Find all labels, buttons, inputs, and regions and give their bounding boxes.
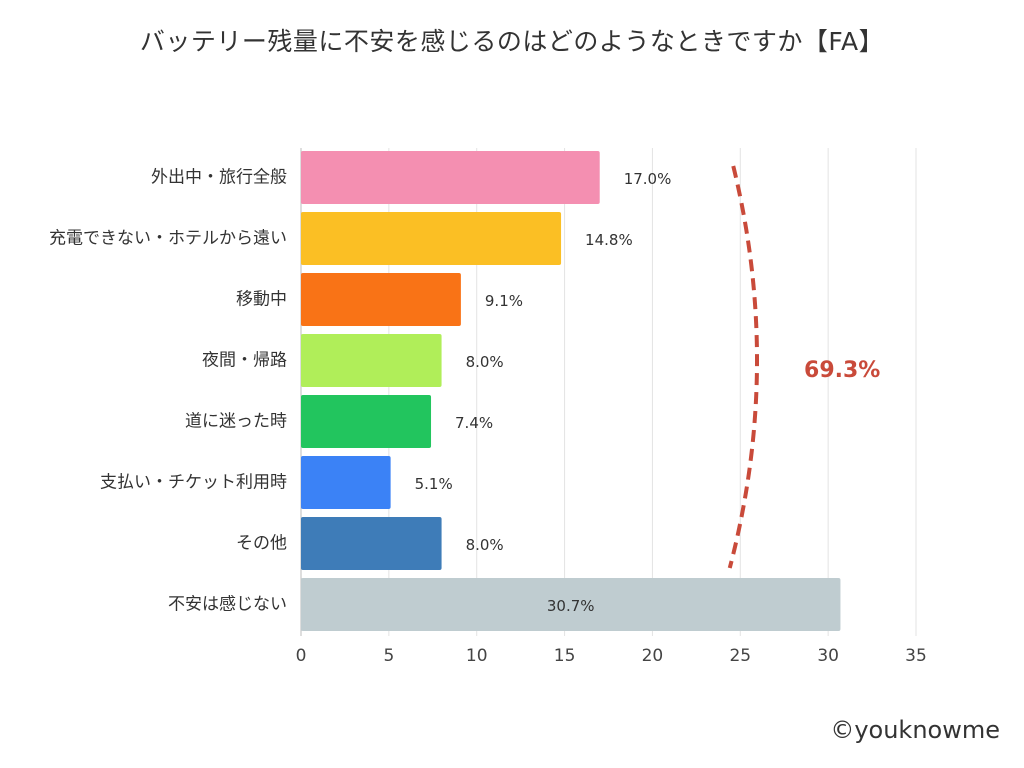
bar — [301, 334, 442, 387]
value-label: 7.4% — [455, 414, 493, 432]
category-label: 移動中 — [236, 290, 287, 310]
bar — [301, 212, 562, 265]
x-tick-label: 25 — [729, 646, 751, 666]
x-axis-ticks: 0 5 10 15 20 25 30 35 — [296, 646, 927, 666]
bar — [301, 395, 432, 448]
bars — [301, 151, 841, 631]
value-label: 8.0% — [466, 536, 504, 554]
value-label: 9.1% — [485, 292, 523, 310]
category-label: 外出中・旅行全般 — [151, 168, 287, 188]
value-label: 8.0% — [466, 353, 504, 371]
callout-bracket: 69.3% — [727, 165, 880, 569]
category-labels: 外出中・旅行全般充電できない・ホテルから遠い移動中夜間・帰路道に迷った時支払い・… — [49, 168, 287, 615]
bar — [301, 151, 600, 204]
chart-title: バッテリー残量に不安を感じるのはどのようなときですか【FA】 — [139, 27, 885, 56]
credit-text: ©youknowme — [830, 716, 1000, 744]
x-tick-label: 0 — [296, 646, 307, 666]
callout-bracket-line — [727, 165, 760, 569]
callout-label: 69.3% — [804, 358, 880, 383]
x-tick-label: 5 — [383, 646, 394, 666]
x-tick-label: 35 — [905, 646, 927, 666]
category-label: 支払い・チケット利用時 — [100, 473, 287, 493]
bar — [301, 273, 461, 326]
category-label: 充電できない・ホテルから遠い — [49, 229, 287, 249]
value-label: 30.7% — [547, 597, 595, 615]
x-tick-label: 30 — [817, 646, 839, 666]
category-label: 不安は感じない — [168, 595, 287, 615]
value-label: 14.8% — [585, 231, 633, 249]
category-label: 道に迷った時 — [185, 412, 287, 432]
value-labels: 17.0% 14.8% 9.1% 8.0% 7.4% 5.1% 8.0% 30.7% — [415, 170, 672, 615]
bar — [301, 517, 442, 570]
value-label: 5.1% — [415, 475, 453, 493]
value-label: 17.0% — [624, 170, 672, 188]
bar — [301, 578, 841, 631]
x-tick-label: 10 — [466, 646, 488, 666]
category-label: 夜間・帰路 — [202, 351, 287, 371]
category-label: その他 — [236, 534, 287, 554]
x-tick-label: 20 — [642, 646, 664, 666]
bar — [301, 456, 391, 509]
x-tick-label: 15 — [554, 646, 576, 666]
